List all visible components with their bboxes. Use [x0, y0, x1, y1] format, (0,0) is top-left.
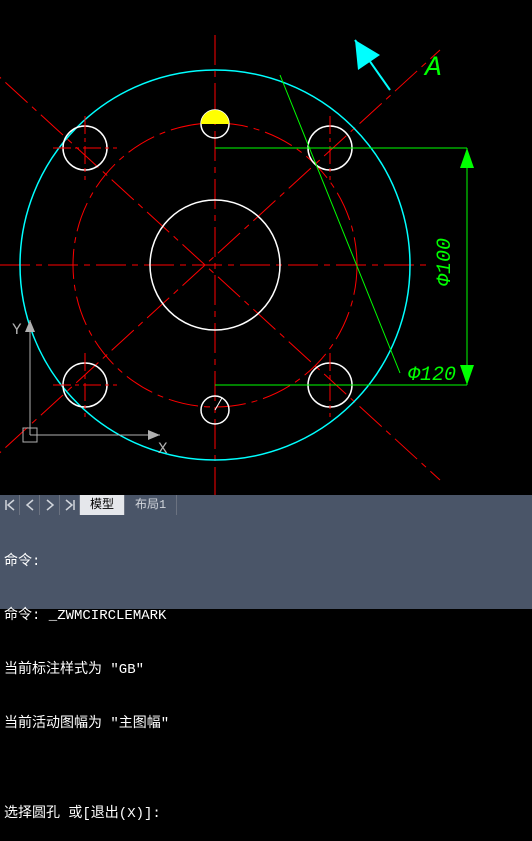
svg-text:X: X	[158, 440, 168, 458]
nav-prev-button[interactable]	[20, 495, 40, 515]
svg-text:Y: Y	[12, 321, 22, 339]
command-prompt: 选择圆孔 或[退出(X)]:	[4, 805, 528, 823]
drawing-viewport[interactable]: Φ120 Φ100 A X Y	[0, 0, 532, 495]
tab-layout1[interactable]: 布局1	[125, 495, 177, 515]
tab-model[interactable]: 模型	[80, 495, 125, 515]
cad-canvas: Φ120 Φ100 A X Y	[0, 0, 532, 495]
command-line: 命令:	[4, 553, 528, 571]
svg-text:Φ100: Φ100	[434, 238, 457, 286]
nav-next-button[interactable]	[40, 495, 60, 515]
command-line: 当前标注样式为 "GB"	[4, 661, 528, 679]
command-window[interactable]: 命令: 命令: _ZWMCIRCLEMARK 当前标注样式为 "GB" 当前活动…	[0, 515, 532, 609]
nav-first-button[interactable]	[0, 495, 20, 515]
command-line: 命令: _ZWMCIRCLEMARK	[4, 607, 528, 625]
svg-text:A: A	[423, 53, 442, 84]
nav-last-button[interactable]	[60, 495, 80, 515]
layout-tab-bar: 模型 布局1	[0, 495, 532, 515]
command-line: 当前活动图幅为 "主图幅"	[4, 715, 528, 733]
svg-text:Φ120: Φ120	[408, 364, 456, 387]
